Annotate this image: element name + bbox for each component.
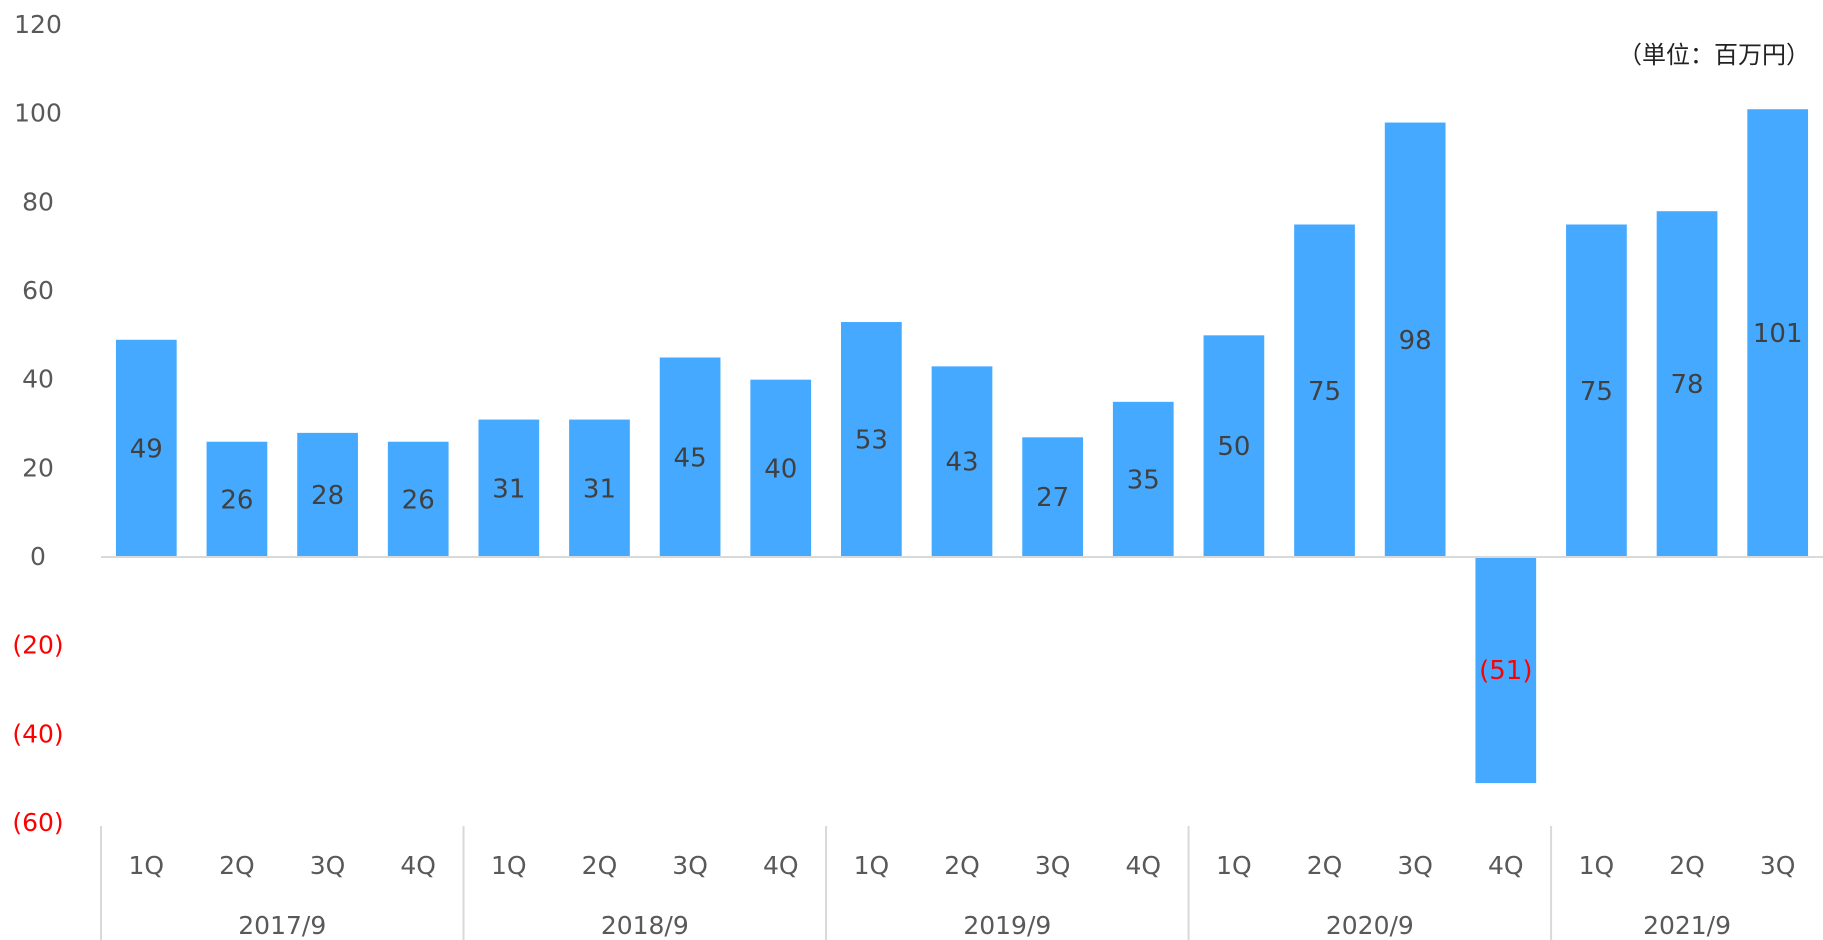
bar bbox=[1022, 437, 1083, 557]
bar bbox=[1475, 557, 1537, 784]
bar bbox=[1384, 122, 1446, 558]
x-tick-label: 1Q bbox=[1579, 851, 1615, 880]
y-tick-label: 120 bbox=[14, 10, 62, 39]
data-label: 31 bbox=[492, 474, 525, 504]
x-tick-label: 2Q bbox=[944, 851, 980, 880]
bar bbox=[1112, 401, 1174, 557]
x-tick-label: 3Q bbox=[310, 851, 346, 880]
x-tick-label: 4Q bbox=[1488, 851, 1524, 880]
data-label: 45 bbox=[674, 443, 707, 473]
data-label: 78 bbox=[1671, 370, 1704, 400]
data-label: 75 bbox=[1580, 377, 1613, 407]
bar bbox=[569, 419, 630, 557]
x-axis: 1Q 2Q 3Q 4Q 1Q 2Q 3Q 4Q 1Q 2Q 3Q 4Q 1Q 2Q 3Q 4Q 1Q 2Q 3Q 20… bbox=[100, 556, 1823, 940]
bar bbox=[297, 432, 358, 557]
y-tick-label: 40 bbox=[22, 365, 54, 394]
x-tick-label: 3Q bbox=[1760, 851, 1796, 880]
x-tick-label: 1Q bbox=[129, 851, 165, 880]
data-label: 27 bbox=[1036, 483, 1069, 513]
x-group-label: 2017/9 bbox=[238, 911, 326, 940]
unit-note: （単位：百万円） bbox=[1618, 41, 1810, 69]
data-label: 98 bbox=[1399, 326, 1432, 356]
x-group-label: 2020/9 bbox=[1326, 911, 1414, 940]
data-label: 26 bbox=[220, 485, 253, 515]
x-tick-label: 1Q bbox=[491, 851, 527, 880]
data-label: 101 bbox=[1753, 319, 1803, 349]
bar bbox=[1203, 335, 1265, 557]
data-label: 40 bbox=[764, 454, 797, 484]
x-tick-label: 2Q bbox=[219, 851, 255, 880]
x-tick-label: 1Q bbox=[854, 851, 890, 880]
bar bbox=[115, 339, 177, 557]
bar bbox=[387, 441, 449, 557]
bars bbox=[115, 109, 1809, 784]
data-label: 53 bbox=[855, 426, 888, 456]
y-tick-label: 60 bbox=[22, 276, 54, 305]
y-tick-label: 0 bbox=[30, 542, 46, 571]
x-tick-label: 3Q bbox=[672, 851, 708, 880]
data-label: 31 bbox=[583, 474, 616, 504]
y-tick-label: (20) bbox=[12, 631, 63, 660]
bar bbox=[931, 366, 993, 557]
y-tick-label: (40) bbox=[12, 719, 63, 748]
bar bbox=[1656, 211, 1718, 557]
bar bbox=[659, 357, 721, 557]
y-axis: 120 100 80 60 40 20 0 (20) (40) (60) bbox=[12, 10, 63, 837]
data-label: 75 bbox=[1308, 377, 1341, 407]
data-label: 50 bbox=[1217, 432, 1250, 462]
y-tick-label: (60) bbox=[12, 808, 63, 837]
bar bbox=[1566, 224, 1627, 557]
bar bbox=[478, 419, 540, 557]
data-label: 43 bbox=[945, 448, 978, 478]
data-label: 28 bbox=[311, 481, 344, 511]
bar bbox=[1294, 224, 1355, 557]
data-label: 35 bbox=[1127, 465, 1160, 495]
x-tick-label: 2Q bbox=[1669, 851, 1705, 880]
bar bbox=[206, 441, 268, 557]
x-group-label: 2021/9 bbox=[1643, 911, 1731, 940]
x-tick-label: 4Q bbox=[400, 851, 436, 880]
data-label: 49 bbox=[130, 434, 163, 464]
x-tick-label: 4Q bbox=[763, 851, 799, 880]
x-tick-label: 3Q bbox=[1035, 851, 1071, 880]
bar bbox=[750, 379, 812, 557]
x-group-label: 2018/9 bbox=[601, 911, 689, 940]
data-labels: 49 26 28 26 31 31 45 40 53 43 27 35 50 75 98 (51) 75 78 10… bbox=[130, 319, 1803, 686]
x-tick-label: 3Q bbox=[1397, 851, 1433, 880]
data-label: 26 bbox=[402, 485, 435, 515]
bar bbox=[841, 322, 902, 557]
data-label: (51) bbox=[1479, 656, 1532, 686]
y-tick-label: 100 bbox=[14, 99, 62, 128]
x-tick-label: 2Q bbox=[582, 851, 618, 880]
y-tick-label: 20 bbox=[22, 453, 54, 482]
x-tick-label: 1Q bbox=[1216, 851, 1252, 880]
x-tick-label: 4Q bbox=[1125, 851, 1161, 880]
y-tick-label: 80 bbox=[22, 187, 54, 216]
x-tick-label: 2Q bbox=[1307, 851, 1343, 880]
x-group-label: 2019/9 bbox=[963, 911, 1051, 940]
bar bbox=[1747, 109, 1809, 557]
